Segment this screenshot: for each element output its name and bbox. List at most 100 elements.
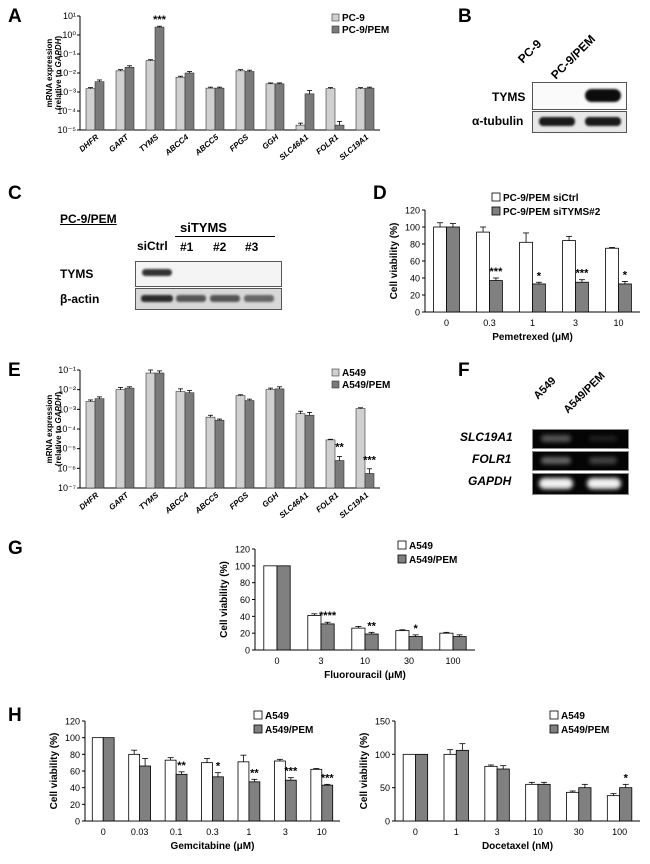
- significance-label: **: [250, 767, 259, 779]
- y-tick-label: 80: [70, 750, 80, 760]
- x-tick-label: ABCC4: [163, 132, 191, 158]
- bar: [433, 226, 447, 313]
- gel-f-band-gapdh-1: [539, 478, 573, 489]
- legend-label: PC-9/PEM: [342, 25, 389, 36]
- significance-label: ***: [363, 454, 377, 466]
- y-tick-label: 50: [380, 783, 390, 793]
- panel-letter-e: E: [8, 360, 21, 381]
- y-tick-label: 10⁻⁴: [57, 106, 76, 116]
- y-tick-label: 10⁰: [62, 30, 76, 40]
- blot-c-col-2: #2: [213, 240, 227, 254]
- legend-swatch: [549, 724, 559, 734]
- legend-swatch: [491, 192, 501, 202]
- x-tick-label: 100: [445, 656, 460, 666]
- panel-letter-b: B: [458, 6, 472, 27]
- bar: [274, 388, 285, 489]
- bar: [334, 460, 345, 489]
- chart-g-fluorouracil: 0 20 40 60 80 100 120 Cell viability (%) 0 3 10 30 1…: [219, 540, 475, 681]
- legend-label: A549: [409, 541, 433, 552]
- y-tick-label: 20: [70, 800, 80, 810]
- y-axis-label-line1: mRNA expression: [45, 39, 54, 108]
- legend-label: A549/PEM: [409, 555, 457, 566]
- x-tick-label: GART: [107, 490, 131, 512]
- x-tick-label: GGH: [261, 491, 281, 510]
- bar: [295, 413, 306, 489]
- legend-label: PC-9/PEM siTYMS#2: [503, 207, 601, 218]
- bar: [145, 60, 156, 131]
- x-tick-label: TYMS: [137, 490, 160, 512]
- bar: [85, 88, 96, 131]
- bar: [164, 759, 177, 822]
- blot-b-row-label-tyms: TYMS: [492, 90, 526, 104]
- blot-c-band-tyms-ctrl: [142, 269, 172, 276]
- bar: [115, 389, 126, 489]
- x-tick-label: 100: [612, 827, 627, 837]
- x-axis-label: Gemcitabine (μM): [171, 841, 255, 852]
- blot-c-row-actin: β-actin: [60, 292, 100, 306]
- y-axis-label-line2: (relative to GAPDH): [54, 36, 63, 111]
- bar: [566, 791, 580, 822]
- bar: [175, 391, 186, 489]
- significance-label: ***: [490, 266, 504, 278]
- y-tick-label: 40: [410, 274, 420, 284]
- blot-b-membrane-tyms: [532, 82, 627, 110]
- legend-swatch: [253, 724, 263, 734]
- x-tick-label: 3: [495, 827, 500, 837]
- legend-label: PC-9/PEM siCtrl: [503, 193, 579, 204]
- bar: [124, 387, 135, 489]
- bar: [395, 630, 410, 651]
- legend-label: A549: [265, 711, 289, 722]
- bar: [489, 280, 503, 313]
- x-tick-label: 0: [101, 827, 106, 837]
- x-tick-label: 3: [283, 827, 288, 837]
- y-tick-label: 0: [385, 817, 390, 827]
- blot-c-row-tyms: TYMS: [60, 267, 94, 281]
- blot-b-band-tyms-pem: [585, 89, 621, 102]
- bar: [605, 247, 619, 313]
- significance-label: **: [335, 442, 344, 454]
- bar: [355, 88, 366, 131]
- legend-label: A549/PEM: [342, 380, 390, 391]
- western-blot-b: PC-9 PC-9/PEM TYMS α-tubulin: [472, 10, 640, 140]
- panel-letter-h: H: [8, 705, 22, 726]
- bar: [175, 773, 188, 822]
- bar: [274, 83, 285, 131]
- gel-f-lane-folr1: [532, 451, 629, 471]
- bar: [351, 627, 366, 651]
- x-tick-label: 1: [246, 827, 251, 837]
- y-axis-label: Cell viability (%): [219, 561, 230, 638]
- bar: [139, 765, 151, 822]
- y-tick-label: 10⁻²: [58, 68, 76, 78]
- blot-b-col-label-2: PC-9/PEM: [548, 32, 599, 82]
- bar: [325, 439, 336, 489]
- significance-label: ***: [153, 14, 167, 26]
- significance-label: ***: [284, 766, 298, 778]
- y-tick-label: 10⁻¹: [58, 49, 76, 59]
- panel-letter-d: D: [373, 183, 387, 204]
- bar: [154, 26, 165, 131]
- panel-letter-c: C: [8, 183, 22, 204]
- blot-b-row-label-tubulin: α-tubulin: [472, 114, 524, 128]
- x-tick-label: FOLR1: [314, 132, 340, 156]
- bar: [205, 87, 216, 131]
- y-tick-label: 20: [240, 629, 250, 639]
- bar: [235, 70, 246, 131]
- bar: [355, 408, 366, 489]
- bar: [537, 783, 551, 822]
- gel-f-lane-slc19a1: [532, 429, 629, 449]
- x-tick-label: DHFR: [77, 132, 100, 153]
- y-tick-label: 150: [375, 717, 390, 727]
- x-tick-label: 30: [404, 656, 414, 666]
- y-axis-label: Cell viability (%): [49, 733, 60, 810]
- bar: [237, 761, 250, 822]
- panel-letter-f: F: [458, 360, 470, 381]
- bar: [496, 768, 510, 822]
- legend-label: A549: [561, 711, 585, 722]
- legend-swatch: [253, 710, 263, 720]
- bar: [115, 70, 126, 131]
- western-blot-c: PC-9/PEM siTYMS siCtrl #1 #2 #3 TYMS β-a…: [60, 212, 290, 312]
- blot-b-band-tubulin-2: [585, 117, 621, 126]
- bar: [235, 395, 246, 489]
- y-tick-label: 60: [240, 595, 250, 605]
- x-tick-label: 30: [574, 827, 584, 837]
